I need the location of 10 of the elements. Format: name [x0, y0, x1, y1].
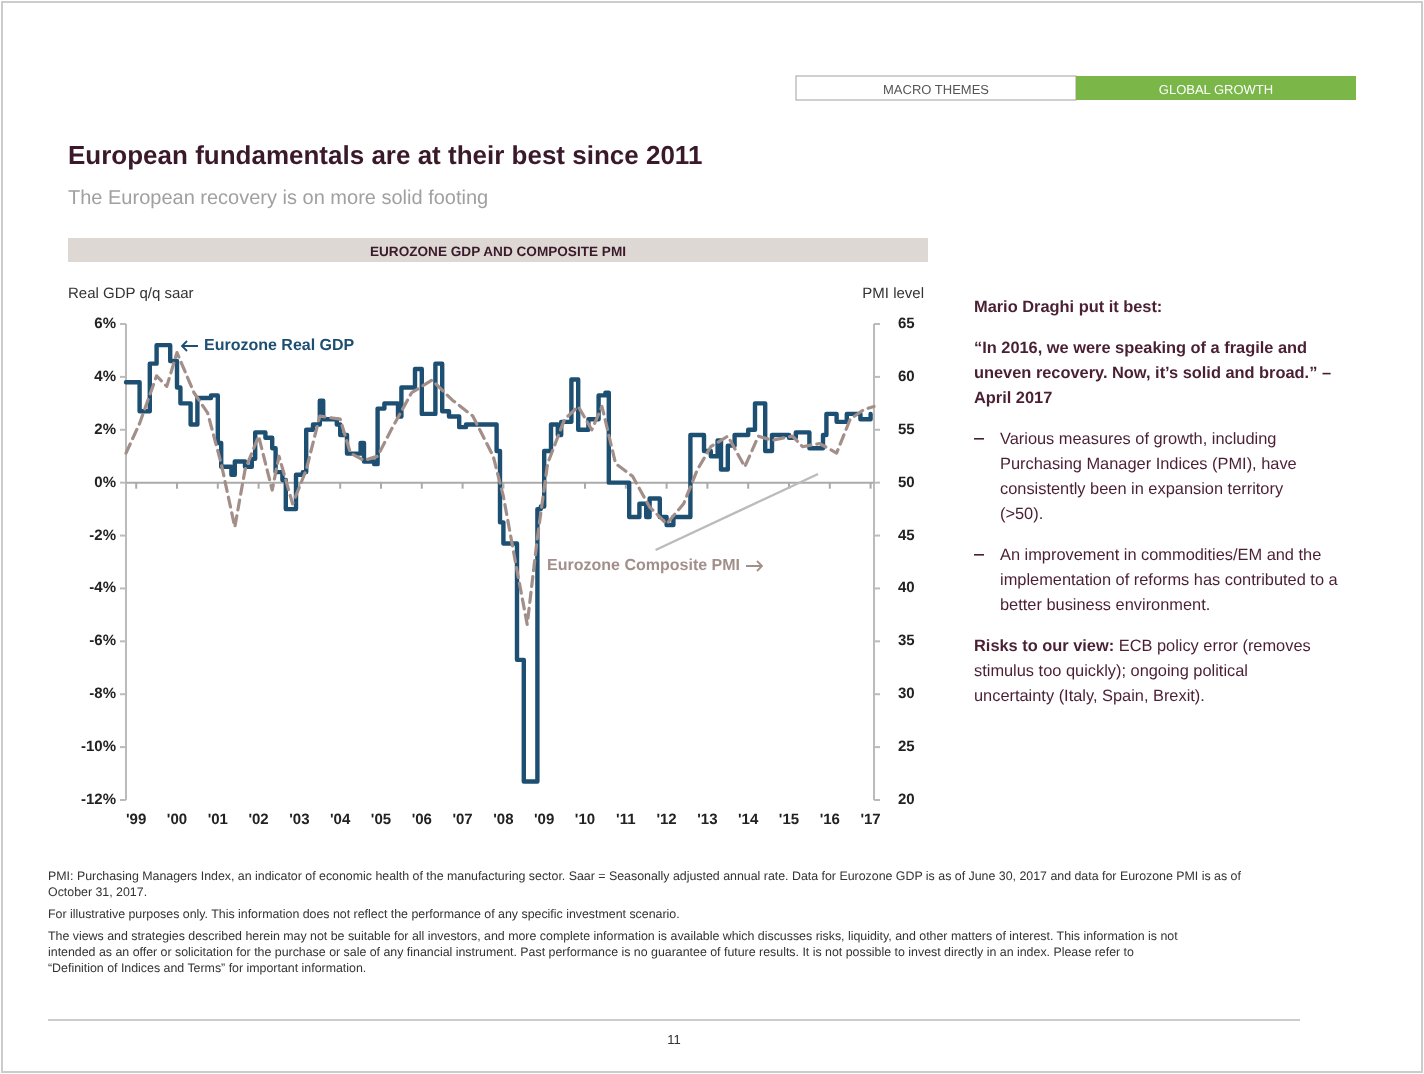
text: Various measures of growth, including Purchasing Manager Indices (PMI), have consistently been in expansion territory (>50).	[1000, 430, 1298, 523]
text: An improvement in commodities/EM and the implementation of reforms has contributed to a better business environment.	[1000, 546, 1339, 614]
chart-title: European fundamentals are at their best since 2011	[68, 140, 703, 170]
text: Mario Draghi put it best:	[974, 298, 1163, 316]
series-label: Eurozone Composite PMI	[547, 556, 740, 575]
text: Risks to our view: ECB policy error (removes stimulus too quickly); ongoing political uncertainty (Italy, Spain, Brexit).	[974, 637, 1311, 705]
line-series	[124, 350, 876, 627]
legend-label: Eurozone Real GDP	[204, 336, 356, 355]
text: “In 2016, we were speaking of a fragile and uneven recovery. Now, it’s solid and broad.” – April 2017	[974, 339, 1332, 407]
chart-subtitle: The European recovery is on more solid footing	[68, 188, 489, 210]
